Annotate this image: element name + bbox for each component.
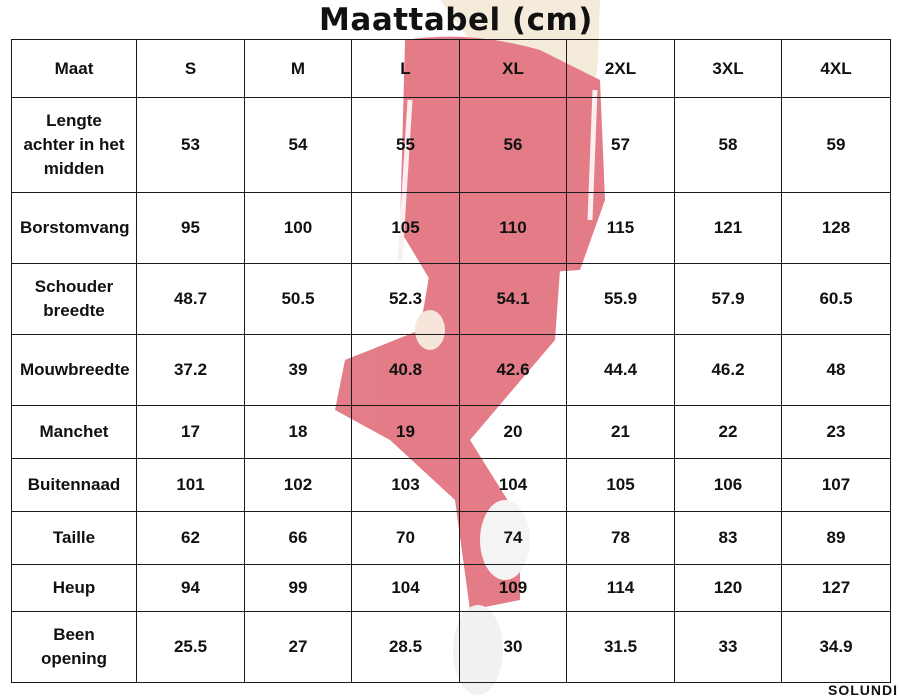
value-cell: 54 bbox=[244, 97, 352, 193]
value-cell: 40.8 bbox=[351, 334, 460, 406]
table-row: Schouder breedte 48.7 50.5 52.3 54.1 55.9 57.9… bbox=[11, 263, 891, 335]
row-label-cell: Manchet bbox=[11, 405, 137, 459]
row-label-cell: Mouwbreedte bbox=[11, 334, 137, 406]
value-cell: 34.9 bbox=[781, 611, 891, 683]
value-cell: 74 bbox=[459, 511, 567, 565]
table-row: Buitennaad 101 102 103 104 105 106 107 bbox=[11, 458, 891, 512]
value-cell: 100 bbox=[244, 192, 352, 264]
value-cell: 27 bbox=[244, 611, 352, 683]
value-cell: 17 bbox=[136, 405, 245, 459]
header-cell-size: L bbox=[351, 39, 460, 98]
value-cell: 104 bbox=[459, 458, 567, 512]
value-cell: 52.3 bbox=[351, 263, 460, 335]
value-cell: 55 bbox=[351, 97, 460, 193]
page-title: Maattabel (cm) bbox=[319, 2, 593, 38]
value-cell: 127 bbox=[781, 564, 891, 612]
value-cell: 23 bbox=[781, 405, 891, 459]
row-label-cell: Taille bbox=[11, 511, 137, 565]
value-cell: 48 bbox=[781, 334, 891, 406]
row-label-cell: Schouder breedte bbox=[11, 263, 137, 335]
value-cell: 19 bbox=[351, 405, 460, 459]
header-cell-size: 2XL bbox=[566, 39, 675, 98]
table-row: Been opening 25.5 27 28.5 30 31.5 33 34.9 bbox=[11, 611, 891, 683]
value-cell: 37.2 bbox=[136, 334, 245, 406]
value-cell: 31.5 bbox=[566, 611, 675, 683]
table-header-row: Maat S M L XL 2XL 3XL 4XL bbox=[11, 39, 891, 98]
value-cell: 83 bbox=[674, 511, 782, 565]
header-cell-label: Maat bbox=[11, 39, 137, 98]
value-cell: 18 bbox=[244, 405, 352, 459]
row-label-cell: Borstomvang bbox=[11, 192, 137, 264]
header-cell-size: 4XL bbox=[781, 39, 891, 98]
value-cell: 28.5 bbox=[351, 611, 460, 683]
value-cell: 103 bbox=[351, 458, 460, 512]
header-cell-size: M bbox=[244, 39, 352, 98]
value-cell: 57 bbox=[566, 97, 675, 193]
value-cell: 48.7 bbox=[136, 263, 245, 335]
value-cell: 120 bbox=[674, 564, 782, 612]
value-cell: 121 bbox=[674, 192, 782, 264]
value-cell: 105 bbox=[351, 192, 460, 264]
brand-logo: SOLUNDI bbox=[828, 682, 898, 698]
value-cell: 102 bbox=[244, 458, 352, 512]
header-cell-size: XL bbox=[459, 39, 567, 98]
value-cell: 70 bbox=[351, 511, 460, 565]
value-cell: 42.6 bbox=[459, 334, 567, 406]
value-cell: 115 bbox=[566, 192, 675, 264]
value-cell: 94 bbox=[136, 564, 245, 612]
value-cell: 54.1 bbox=[459, 263, 567, 335]
value-cell: 62 bbox=[136, 511, 245, 565]
value-cell: 33 bbox=[674, 611, 782, 683]
table-row: Heup 94 99 104 109 114 120 127 bbox=[11, 564, 891, 612]
size-chart-table: Maat S M L XL 2XL 3XL 4XL Lengte achter in het m… bbox=[11, 39, 891, 683]
value-cell: 105 bbox=[566, 458, 675, 512]
table-row: Mouwbreedte 37.2 39 40.8 42.6 44.4 46.2 48 bbox=[11, 334, 891, 406]
value-cell: 58 bbox=[674, 97, 782, 193]
table-row: Borstomvang 95 100 105 110 115 121 128 bbox=[11, 192, 891, 264]
table-row: Lengte achter in het midden 53 54 55 56 57 58 5… bbox=[11, 97, 891, 193]
value-cell: 55.9 bbox=[566, 263, 675, 335]
value-cell: 25.5 bbox=[136, 611, 245, 683]
value-cell: 44.4 bbox=[566, 334, 675, 406]
value-cell: 59 bbox=[781, 97, 891, 193]
value-cell: 57.9 bbox=[674, 263, 782, 335]
value-cell: 20 bbox=[459, 405, 567, 459]
value-cell: 21 bbox=[566, 405, 675, 459]
value-cell: 107 bbox=[781, 458, 891, 512]
row-label-cell: Been opening bbox=[11, 611, 137, 683]
value-cell: 56 bbox=[459, 97, 567, 193]
value-cell: 99 bbox=[244, 564, 352, 612]
row-label-cell: Buitennaad bbox=[11, 458, 137, 512]
value-cell: 78 bbox=[566, 511, 675, 565]
value-cell: 39 bbox=[244, 334, 352, 406]
value-cell: 53 bbox=[136, 97, 245, 193]
row-label-cell: Lengte achter in het midden bbox=[11, 97, 137, 193]
table-row: Taille 62 66 70 74 78 83 89 bbox=[11, 511, 891, 565]
value-cell: 104 bbox=[351, 564, 460, 612]
value-cell: 109 bbox=[459, 564, 567, 612]
header-cell-size: S bbox=[136, 39, 245, 98]
value-cell: 106 bbox=[674, 458, 782, 512]
value-cell: 60.5 bbox=[781, 263, 891, 335]
value-cell: 101 bbox=[136, 458, 245, 512]
header-cell-size: 3XL bbox=[674, 39, 782, 98]
value-cell: 22 bbox=[674, 405, 782, 459]
value-cell: 30 bbox=[459, 611, 567, 683]
value-cell: 89 bbox=[781, 511, 891, 565]
value-cell: 50.5 bbox=[244, 263, 352, 335]
value-cell: 114 bbox=[566, 564, 675, 612]
value-cell: 95 bbox=[136, 192, 245, 264]
value-cell: 66 bbox=[244, 511, 352, 565]
row-label-cell: Heup bbox=[11, 564, 137, 612]
table-row: Manchet 17 18 19 20 21 22 23 bbox=[11, 405, 891, 459]
value-cell: 110 bbox=[459, 192, 567, 264]
value-cell: 46.2 bbox=[674, 334, 782, 406]
value-cell: 128 bbox=[781, 192, 891, 264]
